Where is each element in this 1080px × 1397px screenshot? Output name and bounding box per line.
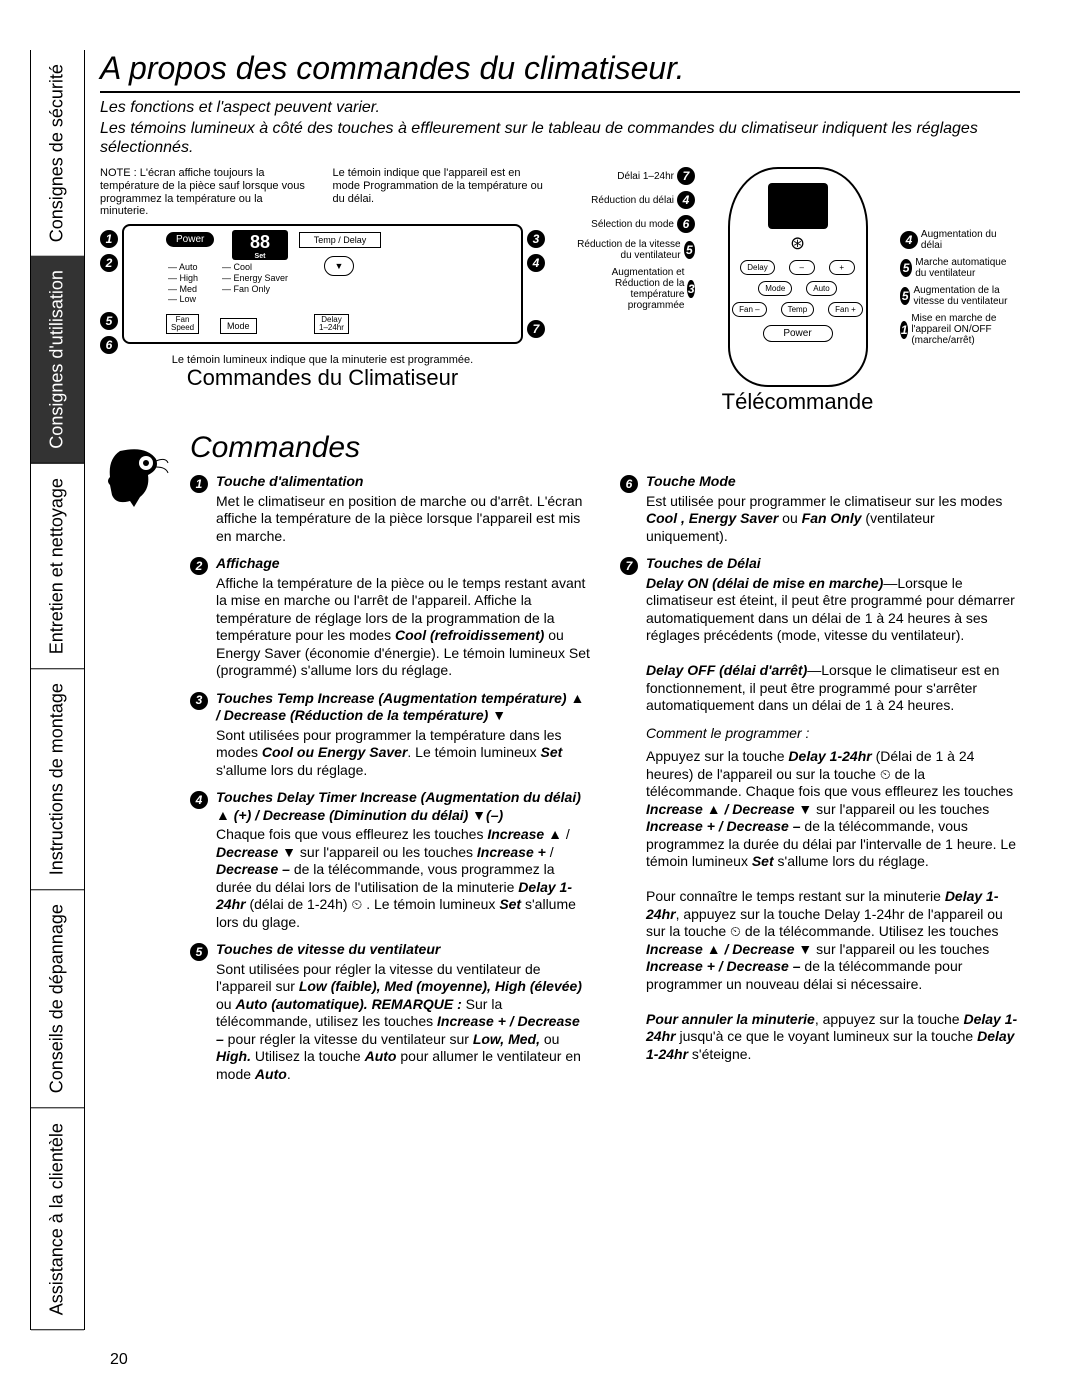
mode-list: Cool Energy Saver Fan Only (222, 262, 288, 294)
tab-depannage[interactable]: Conseils de dépannage (31, 890, 84, 1108)
command-item-7: 7 Touches de Délai Delay ON (délai de mi… (620, 555, 1020, 715)
control-panel-diagram: Power 88Set Temp / Delay ▼ Auto High Med… (122, 224, 523, 344)
tab-utilisation[interactable]: Consignes d'utilisation (31, 256, 84, 464)
down-arrow-button: ▼ (324, 256, 354, 276)
num-badge-3: 3 (190, 692, 208, 710)
command-item-1: 1 Touche d'alimentation Met le climatise… (190, 473, 590, 545)
howto-p2: Pour connaître le temps restant sur la m… (646, 888, 1020, 993)
item-heading: Touches de vitesse du ventilateur (216, 941, 440, 957)
item-body: Est utilisée pour programmer le climatis… (646, 493, 1020, 546)
commands-heading: Commandes (190, 431, 1020, 465)
side-tabs: Consignes de sécurité Consignes d'utilis… (30, 50, 85, 1330)
item-heading: Touches Delay Timer Increase (Augmentati… (216, 789, 581, 823)
remote-col: Délai 1–24hr7 Réduction du délai4 Sélect… (575, 167, 1020, 415)
remote-screen (768, 183, 828, 229)
item-heading: Affichage (216, 555, 280, 571)
tab-entretien[interactable]: Entretien et nettoyage (31, 464, 84, 669)
remote-subtitle: Télécommande (575, 389, 1020, 415)
item-heading: Touche Mode (646, 473, 736, 489)
item-heading: Touches de Délai (646, 555, 761, 571)
remote-auto-button: Auto (806, 281, 836, 296)
left-column: 1 Touche d'alimentation Met le climatise… (190, 473, 590, 1093)
remote-fan-minus-button: Fan – (732, 302, 766, 317)
item-body: Chaque fois que vous effleurez les touch… (216, 826, 590, 931)
badge-5: 5 (100, 312, 118, 330)
power-button: Power (166, 232, 214, 247)
page-title: A propos des commandes du climatiseur. (100, 50, 1020, 87)
remote-temp-button: Temp (781, 302, 815, 317)
item-body: Affiche la température de la pièce ou le… (216, 575, 590, 680)
command-item-5: 5 Touches de vitesse du ventilateur Sont… (190, 941, 590, 1083)
remote-power-button: Power (763, 325, 833, 342)
right-column: 6 Touche Mode Est utilisée pour programm… (620, 473, 1020, 1093)
item-body: Met le climatiseur en position de marche… (216, 493, 590, 546)
item-heading: Touches Temp Increase (Augmentation temp… (216, 690, 584, 724)
num-badge-6: 6 (620, 475, 638, 493)
head-profile-icon (100, 439, 170, 509)
mode-button: Mode (220, 318, 257, 334)
command-item-2: 2 Affichage Affiche la température de la… (190, 555, 590, 680)
page-number: 20 (110, 1351, 128, 1369)
num-badge-5: 5 (190, 943, 208, 961)
badge-7: 7 (527, 320, 545, 338)
remote-minus-button: – (789, 260, 815, 275)
howto-p1: Appuyez sur la touche Delay 1-24hr (Déla… (646, 748, 1020, 871)
speed-list: Auto High Med Low (168, 262, 198, 305)
panel-subtitle: Commandes du Climatiseur (100, 365, 545, 391)
command-item-4: 4 Touches Delay Timer Increase (Augmenta… (190, 789, 590, 931)
remote-diagram: ⊛ Delay – + Mode Auto Fan – Temp Fan + P… (728, 167, 868, 387)
num-badge-7: 7 (620, 557, 638, 575)
badge-3: 3 (527, 230, 545, 248)
remote-plus-button: + (829, 260, 855, 275)
badge-6: 6 (100, 336, 118, 354)
note-right: Le témoin indique que l'appareil est en … (333, 167, 546, 218)
num-badge-2: 2 (190, 557, 208, 575)
tab-securite[interactable]: Consignes de sécurité (31, 50, 84, 256)
fan-speed-button: FanSpeed (166, 314, 199, 334)
title-rule (100, 91, 1020, 93)
panel-display: 88Set (232, 230, 288, 260)
howto-heading: Comment le programmer : (646, 725, 1020, 743)
item-body: Sont utilisées pour programmer la tempér… (216, 727, 590, 780)
badge-2: 2 (100, 254, 118, 272)
ge-logo-icon: ⊛ (730, 233, 866, 254)
remote-fan-plus-button: Fan + (828, 302, 863, 317)
lead-2: Les témoins lumineux à côté des touches … (100, 119, 1020, 157)
tab-assistance[interactable]: Assistance à la clientèle (31, 1109, 84, 1330)
item-body: Delay ON (délai de mise en marche)—Lorsq… (646, 575, 1020, 715)
note-left: NOTE : L'écran affiche toujours la tempé… (100, 167, 313, 218)
badge-1: 1 (100, 230, 118, 248)
temp-delay-label: Temp / Delay (299, 232, 381, 248)
item-body: Sont utilisées pour régler la vitesse du… (216, 961, 590, 1084)
badge-4: 4 (527, 254, 545, 272)
remote-callouts-left: Délai 1–24hr7 Réduction du délai4 Sélect… (575, 167, 695, 391)
remote-mode-button: Mode (758, 281, 792, 296)
remote-delay-button: Delay (740, 260, 774, 275)
item-heading: Touche d'alimentation (216, 473, 364, 489)
control-panel-col: NOTE : L'écran affiche toujours la tempé… (100, 167, 545, 415)
diagrams-row: NOTE : L'écran affiche toujours la tempé… (100, 167, 1020, 415)
howto-block: Comment le programmer : Appuyez sur la t… (646, 725, 1020, 1064)
remote-callouts-right: 4Augmentation du délai 5Marche automatiq… (900, 167, 1020, 391)
num-badge-4: 4 (190, 791, 208, 809)
num-badge-1: 1 (190, 475, 208, 493)
command-item-6: 6 Touche Mode Est utilisée pour programm… (620, 473, 1020, 545)
delay-button: Delay1–24hr (314, 314, 349, 334)
howto-p3: Pour annuler la minuterie, appuyez sur l… (646, 1011, 1020, 1064)
tab-montage[interactable]: Instructions de montage (31, 669, 84, 890)
lead-1: Les fonctions et l'aspect peuvent varier… (100, 99, 1020, 117)
command-item-3: 3 Touches Temp Increase (Augmentation te… (190, 690, 590, 780)
